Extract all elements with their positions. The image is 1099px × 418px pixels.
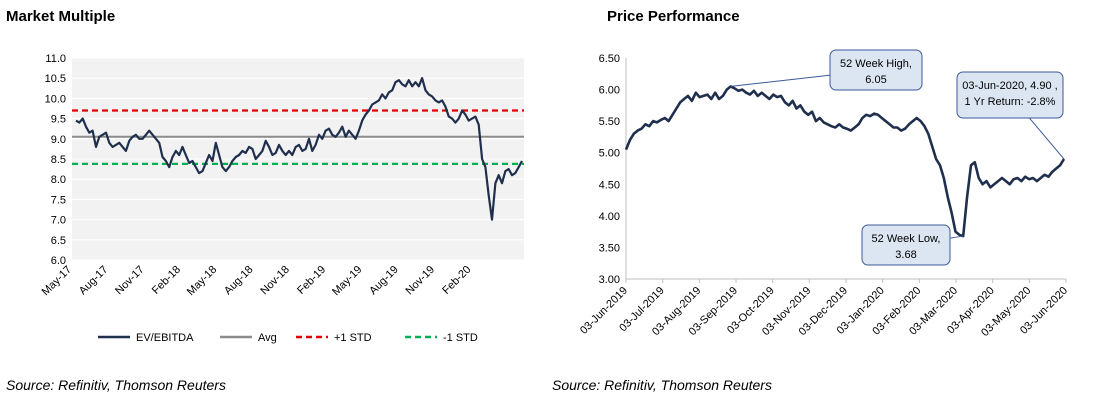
price-performance-title: Price Performance (607, 8, 740, 25)
legend-label: +1 STD (334, 332, 372, 344)
high-callout: 52 Week High, 6.05 (730, 49, 923, 91)
y-tick-label: 8.5 (51, 154, 66, 166)
y-tick-label: 7.0 (51, 215, 66, 227)
left-source-note: Source: Refinitiv, Thomson Reuters (6, 377, 226, 393)
callout-value: 1 Yr Return: -2.8% (965, 96, 1056, 108)
callout-value: 3.68 (895, 249, 916, 261)
legend-label: Avg (258, 332, 277, 344)
y-tick-label: 8.0 (51, 174, 66, 186)
market-multiple-title: Market Multiple (6, 8, 116, 25)
y-tick-label: 6.5 (51, 235, 66, 247)
x-tick-label: Nov-17 (113, 264, 147, 298)
y-tick-label: 10.5 (45, 73, 66, 85)
y-tick-label: 11.0 (45, 53, 66, 65)
y-tick-label: 5.50 (599, 116, 620, 128)
x-tick-label: May-18 (185, 264, 219, 298)
y-tick-label: 10.0 (45, 93, 66, 105)
callout-label: 52 Week Low, (872, 233, 941, 245)
callout-value: 6.05 (865, 74, 886, 86)
callout-box (956, 71, 1064, 119)
legend-label: -1 STD (443, 332, 478, 344)
x-tick-label: May-17 (40, 264, 74, 298)
y-tick-label: 5.00 (599, 148, 620, 160)
callout-label: 03-Jun-2020, 4.90 , (962, 80, 1057, 92)
callout-label: 52 Week High, (840, 58, 912, 70)
y-tick-label: 3.00 (599, 274, 620, 286)
x-tick-label: Feb-20 (440, 264, 473, 297)
y-tick-label: 4.00 (599, 211, 620, 223)
market-multiple-chart: 11.010.510.09.59.08.58.07.57.06.56.0May-… (40, 53, 524, 344)
ev-ebitda-line (75, 77, 523, 221)
x-tick-label: Aug-17 (77, 264, 111, 298)
callout-box (861, 224, 951, 266)
x-tick-label: Nov-19 (404, 264, 438, 298)
x-tick-label: May-19 (330, 264, 364, 298)
low-callout: 52 Week Low, 3.68 (861, 224, 964, 266)
x-tick-label: Aug-18 (222, 264, 256, 298)
y-tick-label: 9.5 (51, 114, 66, 126)
callout-box (829, 49, 923, 91)
y-tick-label: 9.0 (51, 134, 66, 146)
y-tick-label: 3.50 (599, 242, 620, 254)
x-tick-label: Feb-19 (295, 264, 328, 297)
x-tick-label: Aug-19 (367, 264, 401, 298)
y-tick-label: 6.50 (599, 53, 620, 65)
y-tick-label: 6.0 (51, 255, 66, 267)
legend-label: EV/EBITDA (136, 332, 194, 344)
price-line (624, 85, 1066, 238)
x-tick-label: Feb-18 (150, 264, 183, 297)
right-source-note: Source: Refinitiv, Thomson Reuters (552, 377, 772, 393)
price-performance-chart: 6.50 6.00 5.50 5.00 4.50 4.00 3.50 3.00 03-Jun-2… (578, 49, 1070, 339)
y-tick-label: 4.50 (599, 179, 620, 191)
last-callout: 03-Jun-2020, 4.90 , 1 Yr Return: -2.8% (956, 71, 1065, 160)
y-tick-label: 7.5 (51, 194, 66, 206)
y-tick-label: 6.00 (599, 85, 620, 97)
x-tick-label: Nov-18 (258, 264, 292, 298)
